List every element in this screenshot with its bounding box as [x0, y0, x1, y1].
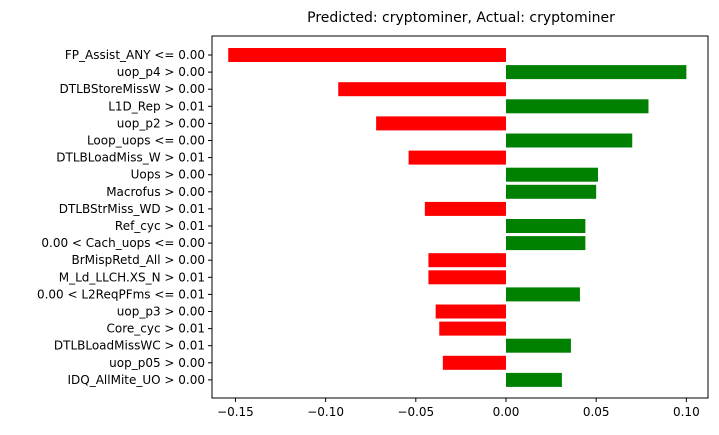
y-tick-label: Uops > 0.00	[131, 168, 205, 182]
bar-8	[505, 167, 598, 182]
y-tick-label: uop_p4 > 0.00	[117, 65, 205, 79]
y-tick-label: IDQ_AllMite_UO > 0.00	[67, 373, 205, 387]
y-tick-label: DTLBLoadMiss_W > 0.01	[56, 151, 205, 165]
y-tick-label: Loop_uops <= 0.00	[87, 134, 205, 148]
bar-20	[505, 372, 562, 387]
bar-12	[505, 236, 586, 251]
bar-15	[505, 287, 580, 302]
x-tick-label: −0.05	[397, 405, 434, 419]
y-tick-label: 0.00 < L2ReqPFms <= 0.01	[37, 287, 205, 301]
bar-6	[505, 133, 633, 148]
y-tick-label: Macrofus > 0.00	[106, 185, 205, 199]
x-tick-label: 0.10	[673, 405, 700, 419]
plot-frame	[211, 35, 709, 399]
bar-14	[428, 270, 506, 285]
y-tick-label: uop_p2 > 0.00	[117, 116, 205, 130]
y-tick-label: 0.00 < Cach_uops <= 0.00	[41, 236, 205, 250]
y-tick-label: DTLBLoadMissWC > 0.01	[54, 339, 205, 353]
bars-group	[228, 48, 687, 387]
y-tick-label: FP_Assist_ANY <= 0.00	[65, 48, 205, 62]
bar-13	[428, 253, 506, 268]
y-tick-label: Core_cyc > 0.01	[107, 322, 205, 336]
bar-10	[424, 201, 506, 216]
bar-4	[505, 99, 649, 114]
chart-title: Predicted: cryptominer, Actual: cryptomi…	[307, 10, 615, 26]
y-tick-label: DTLBStoreMissW > 0.00	[60, 82, 205, 96]
bar-11	[505, 219, 586, 233]
y-tick-label: BrMispRetd_All > 0.00	[71, 253, 205, 267]
y-tick-label: M_Ld_LLCH.XS_N > 0.01	[59, 270, 205, 284]
y-tick-label: uop_p3 > 0.00	[117, 305, 205, 319]
bar-19	[442, 355, 506, 370]
bar-3	[338, 82, 506, 97]
x-tick-label: −0.10	[307, 405, 344, 419]
bar-7	[408, 150, 506, 165]
x-tick-label: −0.15	[217, 405, 254, 419]
x-tick-label: 0.05	[583, 405, 610, 419]
y-tick-label: DTLBStrMiss_WD > 0.01	[59, 202, 205, 216]
y-tick-label: Ref_cyc > 0.01	[115, 219, 205, 233]
bar-9	[505, 184, 597, 199]
x-tick-label: 0.00	[493, 405, 520, 419]
bar-16	[435, 304, 506, 319]
y-tick-label: L1D_Rep > 0.01	[108, 99, 205, 113]
x-ticks: −0.15 −0.10 −0.05 0.00 0.05 0.10	[217, 398, 700, 419]
bar-2	[505, 65, 687, 80]
y-tick-label: uop_p05 > 0.00	[109, 356, 205, 370]
y-tick-labels: FP_Assist_ANY <= 0.00 uop_p4 > 0.00 DTLBSt…	[37, 48, 212, 387]
bar-1	[228, 48, 506, 62]
bar-18	[505, 338, 571, 353]
bar-5	[376, 116, 506, 131]
bar-17	[439, 321, 506, 336]
